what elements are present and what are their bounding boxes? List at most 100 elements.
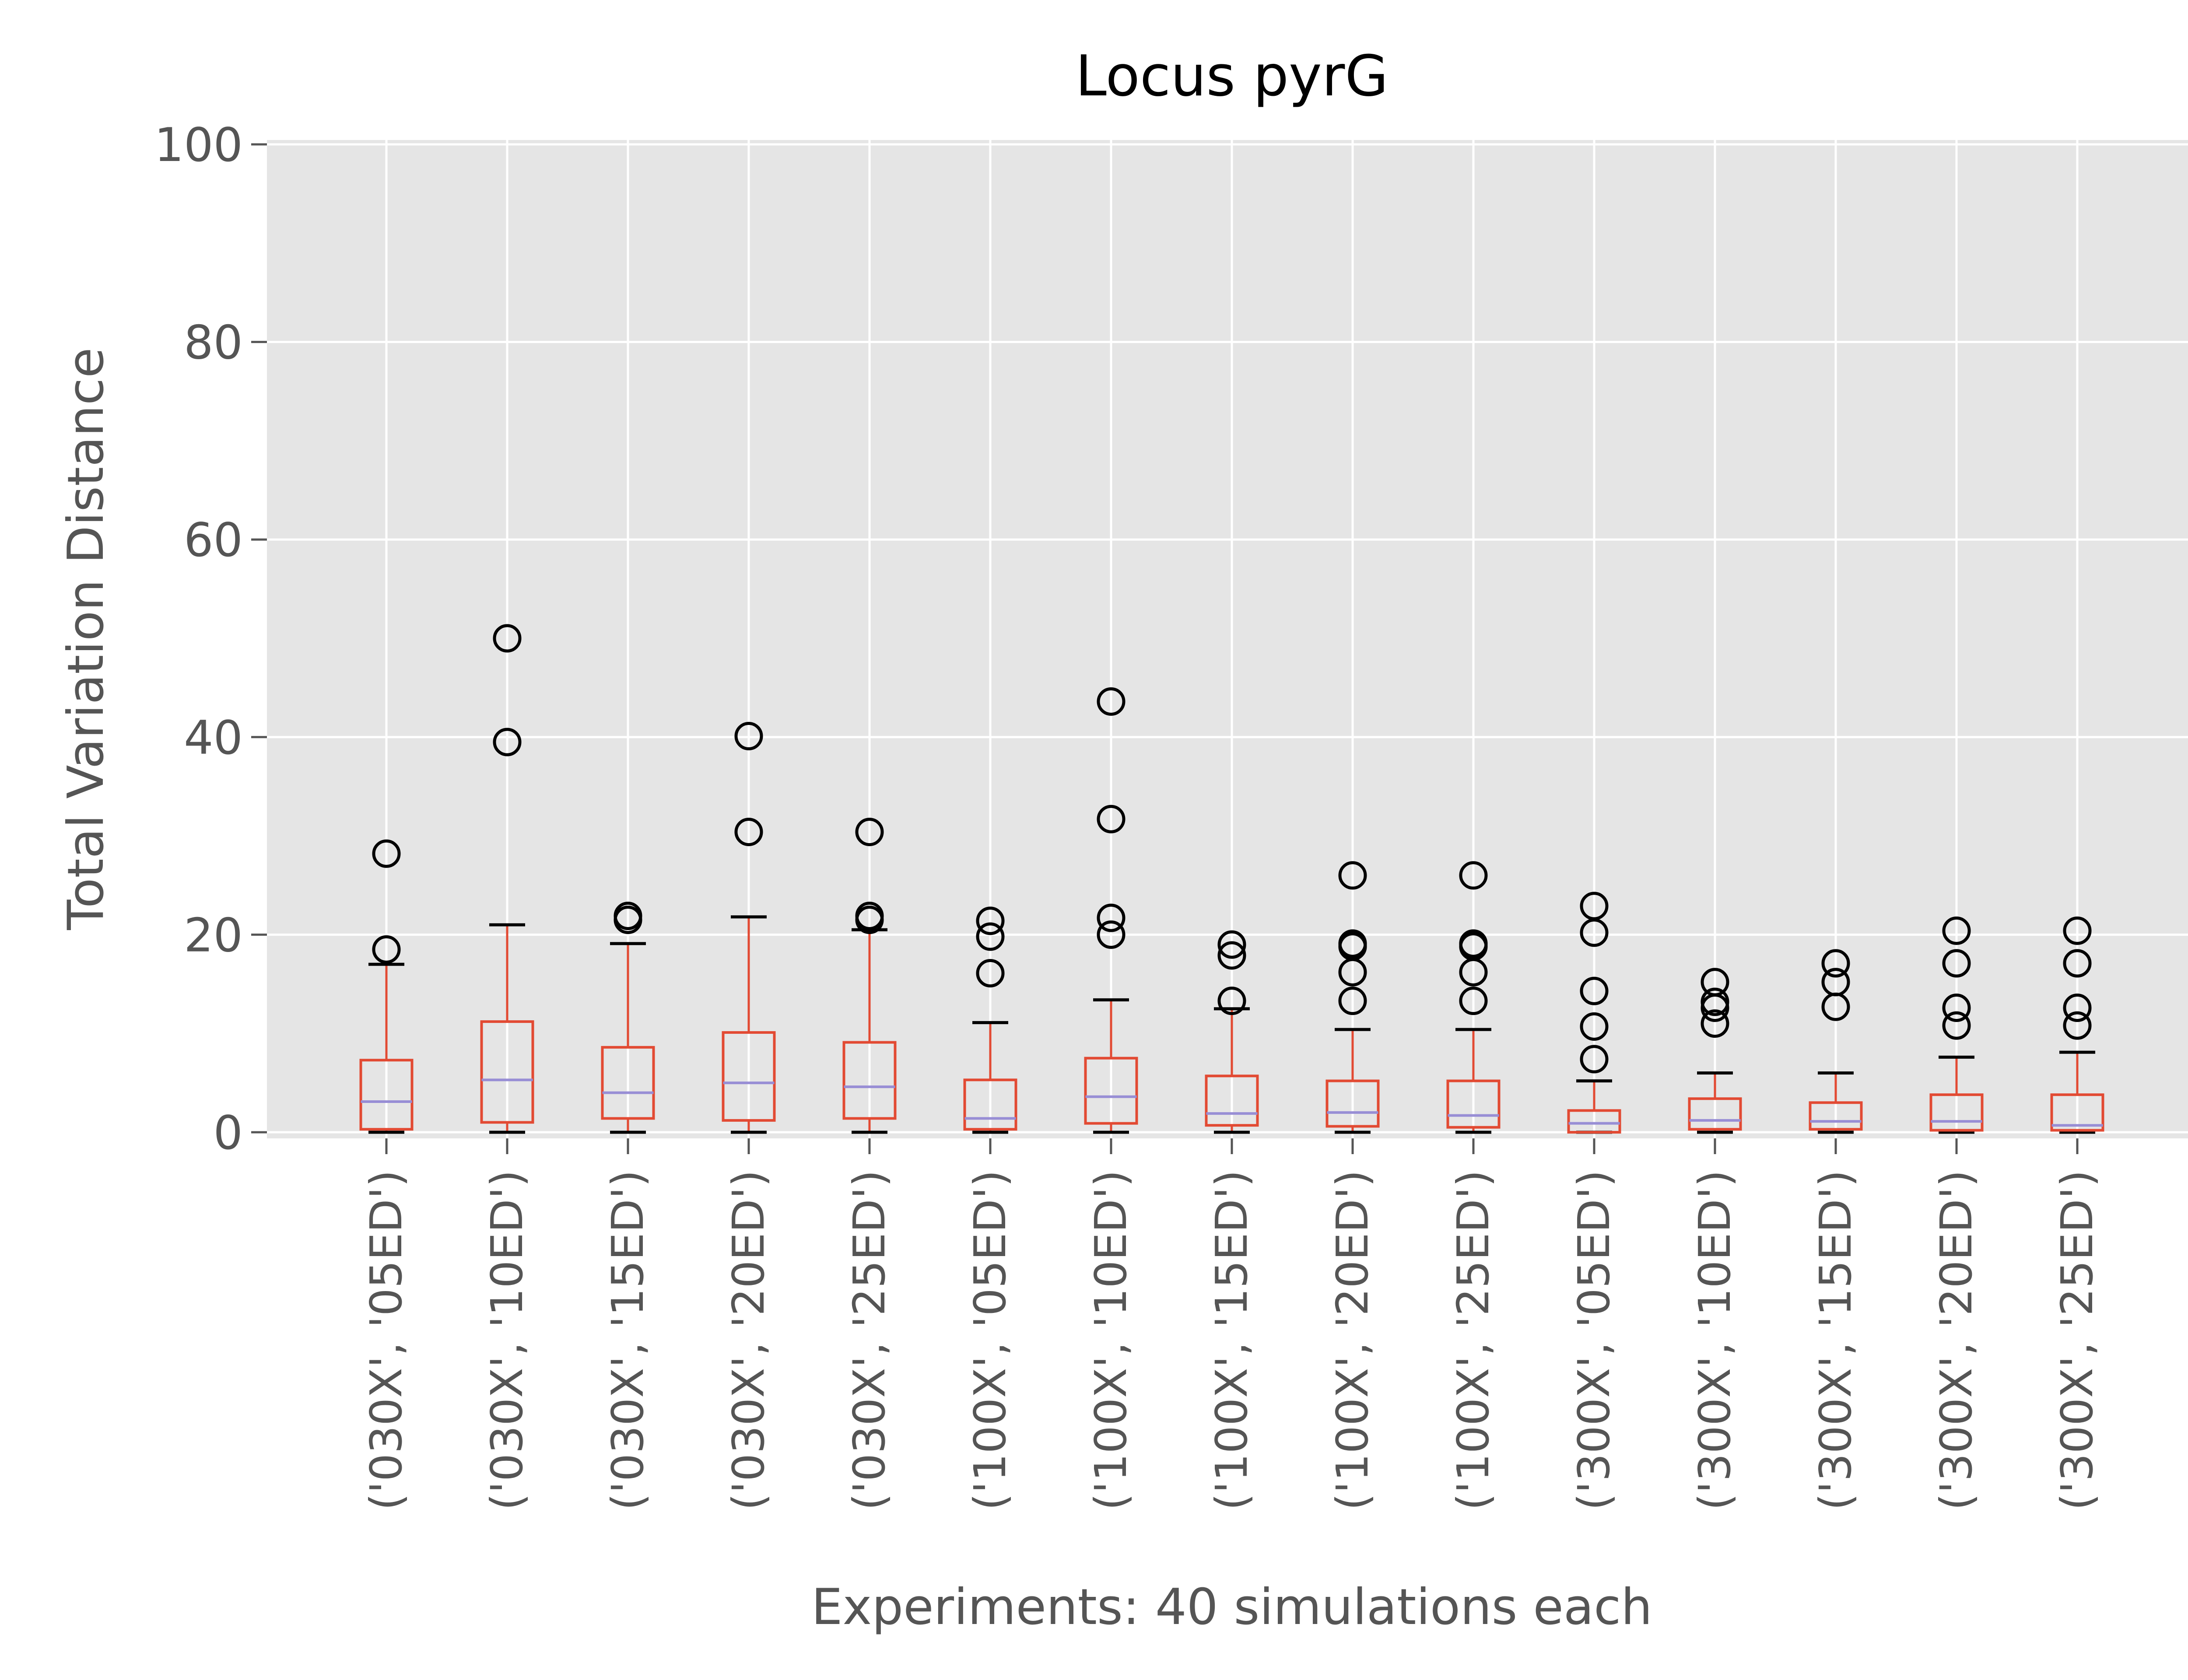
box-10 <box>1446 861 1501 1134</box>
box-6 <box>963 906 1017 1134</box>
x-tick-label: ('300X', '05ED') <box>1568 1170 1620 1510</box>
iqr-box <box>1205 1074 1259 1127</box>
outlier-point <box>2063 993 2092 1022</box>
box-5 <box>842 818 897 1134</box>
iqr-box <box>963 1078 1017 1131</box>
outlier-point <box>855 901 884 930</box>
x-tick-label: ('300X', '20ED') <box>1931 1170 1982 1510</box>
x-tick-label: ('030X', '20ED') <box>723 1170 774 1510</box>
iqr-box <box>1809 1101 1863 1131</box>
box-4 <box>722 722 776 1134</box>
iqr-box <box>1446 1079 1501 1129</box>
iqr-box <box>359 1059 414 1131</box>
y-tick-label: 80 <box>184 316 243 370</box>
box-series <box>359 624 2104 1134</box>
outlier-point <box>1097 903 1126 932</box>
outlier-point <box>1338 861 1367 890</box>
box-14 <box>1929 916 1984 1134</box>
iqr-box <box>1929 1093 1984 1132</box>
y-tick-label: 0 <box>214 1106 243 1160</box>
iqr-box <box>1084 1057 1138 1125</box>
outlier-point <box>1217 987 1246 1015</box>
x-tick-label: ('100X', '15ED') <box>1206 1170 1257 1510</box>
outlier-point <box>1580 1012 1609 1041</box>
outlier-point <box>1097 687 1126 716</box>
x-tick-label: ('100X', '05ED') <box>964 1170 1016 1510</box>
x-tick-label: ('030X', '15ED') <box>602 1170 653 1510</box>
outlier-point <box>1580 1045 1609 1074</box>
outlier-point <box>1459 861 1488 890</box>
x-tick-label: ('030X', '10ED') <box>481 1170 533 1510</box>
iqr-box <box>1567 1109 1621 1134</box>
outlier-point <box>1217 930 1246 959</box>
outlier-point <box>1942 993 1971 1022</box>
y-axis-label: Total Variation Distance <box>57 347 115 930</box>
outlier-point <box>1821 949 1850 978</box>
outlier-point <box>1701 968 1729 997</box>
outlier-point <box>372 839 401 868</box>
box-13 <box>1809 949 1863 1134</box>
outlier-point <box>1338 929 1367 958</box>
iqr-box <box>480 1020 534 1124</box>
x-tick-label: ('100X', '10ED') <box>1085 1170 1136 1510</box>
x-tick-label: ('300X', '25ED') <box>2051 1170 2103 1510</box>
y-tick-label: 20 <box>184 908 243 962</box>
x-axis-label: Experiments: 40 simulations each <box>811 1578 1652 1636</box>
iqr-box <box>601 1046 655 1120</box>
outlier-point <box>1701 1009 1729 1038</box>
iqr-box <box>1325 1079 1380 1128</box>
outlier-point <box>1217 941 1246 970</box>
iqr-box <box>842 1041 897 1120</box>
outlier-point <box>1580 976 1609 1005</box>
outlier-point <box>1580 892 1609 920</box>
outlier-point <box>734 818 763 847</box>
x-tick-label: ('300X', '15ED') <box>1810 1170 1861 1510</box>
plot-area <box>267 140 2188 1138</box>
x-tick-label: ('100X', '20ED') <box>1327 1170 1378 1510</box>
x-tick-label: ('100X', '25ED') <box>1448 1170 1499 1510</box>
outlier-point <box>1097 805 1126 833</box>
chart-title: Locus pyrG <box>1075 44 1388 109</box>
outlier-point <box>2063 1011 2092 1040</box>
y-tick-label: 100 <box>154 118 243 172</box>
outlier-point <box>1097 920 1126 949</box>
outlier-point <box>976 922 1005 951</box>
outlier-point <box>976 959 1005 987</box>
outlier-point <box>493 624 522 653</box>
box-9 <box>1325 861 1380 1134</box>
outlier-point <box>1338 987 1367 1015</box>
outlier-point <box>372 935 401 964</box>
box-15 <box>2050 916 2104 1134</box>
outlier-point <box>1459 929 1488 958</box>
x-tick-label: ('300X', '10ED') <box>1689 1170 1740 1510</box>
outlier-point <box>1942 949 1971 978</box>
outlier-point <box>614 901 642 930</box>
axes: 0 20 40 60 80 100 ('030X', '05ED') ('030X', '10… <box>154 118 2103 1510</box>
outlier-point <box>976 906 1005 935</box>
x-tick-label: ('030X', '05ED') <box>361 1170 412 1510</box>
box-3 <box>601 901 655 1134</box>
iqr-box <box>2050 1093 2104 1132</box>
outlier-point <box>2063 916 2092 945</box>
outlier-point <box>855 818 884 847</box>
outlier-point <box>1701 987 1729 1016</box>
outlier-point <box>1821 968 1850 997</box>
outlier-point <box>1942 1011 1971 1040</box>
iqr-box <box>722 1031 776 1122</box>
iqr-box <box>1688 1097 1742 1131</box>
x-tick-label: ('030X', '25ED') <box>844 1170 895 1510</box>
box-2 <box>480 624 534 1134</box>
box-7 <box>1084 687 1138 1134</box>
box-8 <box>1205 930 1259 1134</box>
outlier-point <box>2063 949 2092 978</box>
box-12 <box>1688 968 1742 1134</box>
y-tick-label: 40 <box>184 711 243 765</box>
box-1 <box>359 839 414 1134</box>
outlier-point <box>734 722 763 751</box>
outlier-point <box>1942 916 1971 945</box>
y-tick-label: 60 <box>184 513 243 567</box>
box-11 <box>1567 892 1621 1134</box>
outlier-point <box>493 728 522 756</box>
outlier-point <box>1459 987 1488 1015</box>
